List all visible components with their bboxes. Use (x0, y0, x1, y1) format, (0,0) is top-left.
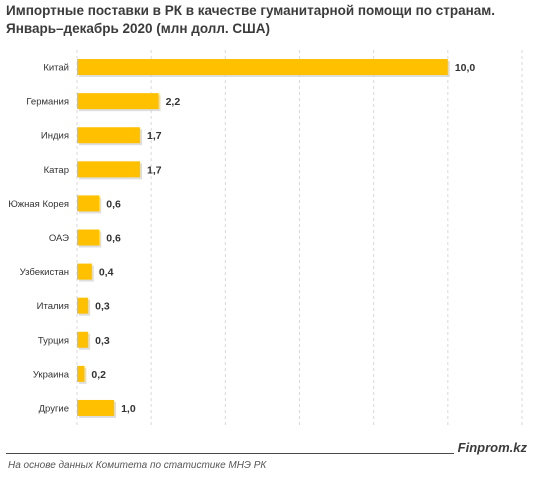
chart-title: Импортные поставки в РК в качестве гуман… (6, 3, 496, 18)
value-label: 0,3 (95, 335, 110, 347)
category-label: Италия (37, 301, 69, 312)
footer-divider (6, 453, 454, 454)
bar (77, 161, 141, 178)
value-label: 1,0 (121, 403, 136, 415)
bar (77, 229, 100, 246)
value-label: 1,7 (147, 130, 162, 142)
bar (77, 365, 85, 382)
bar (77, 297, 89, 314)
source-note: На основе данных Комитета по статистике … (8, 460, 267, 471)
category-label: Другие (39, 403, 69, 414)
category-label: Катар (44, 165, 69, 176)
bar (77, 195, 100, 212)
value-label: 0,6 (106, 198, 121, 210)
value-label: 0,6 (106, 233, 121, 245)
category-label: ОАЭ (49, 233, 69, 244)
category-label: Индия (41, 131, 69, 142)
bar (77, 263, 92, 280)
category-label: Германия (26, 97, 69, 108)
bar (77, 331, 89, 348)
value-label: 0,4 (99, 267, 114, 279)
bar (77, 93, 159, 110)
value-label: 10,0 (455, 62, 476, 74)
bar (77, 127, 141, 144)
value-label: 1,7 (147, 164, 162, 176)
brand-label: Finprom.kz (457, 440, 527, 455)
category-label: Турция (38, 335, 69, 346)
category-label: Южная Корея (8, 199, 69, 210)
chart-subtitle: Январь–декабрь 2020 (млн долл. США) (6, 21, 270, 36)
bar (77, 399, 115, 416)
chart-title-block: Импортные поставки в РК в качестве гуман… (6, 2, 526, 38)
category-label: Украина (33, 369, 70, 380)
category-label: Узбекистан (20, 267, 69, 278)
value-label: 2,2 (166, 96, 181, 108)
value-label: 0,3 (95, 301, 110, 313)
category-label: Китай (43, 63, 69, 74)
value-label: 0,2 (91, 369, 106, 381)
bar (77, 59, 448, 76)
